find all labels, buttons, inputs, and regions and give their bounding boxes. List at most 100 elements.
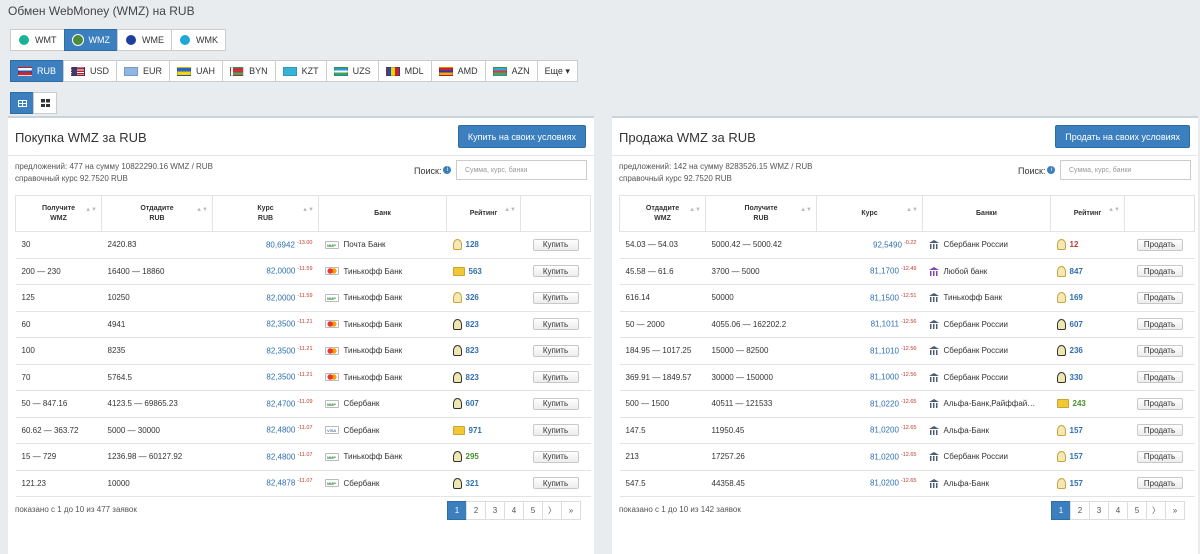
rating-cell[interactable]: 157 <box>1056 451 1119 463</box>
action-button[interactable]: Продать <box>1136 424 1183 437</box>
column-header[interactable]: Курс ▲▼ <box>816 195 923 232</box>
action-button[interactable]: Купить <box>532 397 579 410</box>
buy-own-terms-button[interactable]: Купить на своих условиях <box>457 125 586 148</box>
page-button-6[interactable]: 〉 <box>542 501 562 520</box>
column-header[interactable]: Получите RUB ▲▼ <box>705 195 817 232</box>
rating-cell[interactable]: 236 <box>1056 345 1119 357</box>
exchange-rate[interactable]: 81,0200 -12.65 <box>816 416 923 444</box>
exchange-rate[interactable]: 81,1000 -12.56 <box>816 363 923 391</box>
rating-cell[interactable]: 295 <box>452 451 515 463</box>
currency-button-byn[interactable]: BYN <box>222 60 276 82</box>
exchange-rate[interactable]: 82,4800 -11.07 <box>212 443 319 471</box>
action-button[interactable]: Купить <box>532 318 579 331</box>
action-button[interactable]: Продать <box>1136 450 1183 463</box>
exchange-rate[interactable]: 81,1500 -12.51 <box>816 284 923 312</box>
page-button-2[interactable]: 2 <box>1070 501 1090 520</box>
action-button[interactable]: Продать <box>1136 397 1183 410</box>
page-button-7[interactable]: » <box>1165 501 1185 520</box>
sell-own-terms-button[interactable]: Продать на своих условиях <box>1055 125 1190 148</box>
table-view-button[interactable] <box>10 92 34 114</box>
action-button[interactable]: Купить <box>532 477 579 490</box>
page-button-7[interactable]: » <box>561 501 581 520</box>
rating-cell[interactable]: 157 <box>1056 424 1119 436</box>
exchange-rate[interactable]: 81,1700 -12.49 <box>816 257 923 285</box>
column-header[interactable]: Банки <box>922 195 1051 232</box>
rating-cell[interactable]: 607 <box>452 398 515 410</box>
rating-cell[interactable]: 847 <box>1056 265 1119 277</box>
exchange-rate[interactable]: 81,0200 -12.65 <box>816 443 923 471</box>
action-button[interactable]: Продать <box>1136 238 1183 251</box>
action-button[interactable]: Купить <box>532 238 579 251</box>
currency-button-rub[interactable]: RUB <box>10 60 65 82</box>
exchange-rate[interactable]: 80,6942 -13.00 <box>212 231 319 259</box>
rating-cell[interactable]: 330 <box>1056 371 1119 383</box>
currency-button-eur[interactable]: EUR <box>116 60 171 82</box>
page-button-5[interactable]: 5 <box>523 501 543 520</box>
page-button-1[interactable]: 1 <box>447 501 467 520</box>
page-button-6[interactable]: 〉 <box>1146 501 1166 520</box>
currency-button-uzs[interactable]: UZS <box>325 60 379 82</box>
exchange-rate[interactable]: 82,3500 -11.21 <box>212 337 319 365</box>
exchange-rate[interactable]: 82,3500 -11.21 <box>212 310 319 338</box>
currency-button-azn[interactable]: AZN <box>484 60 538 82</box>
column-header[interactable]: Банк <box>318 195 447 232</box>
rating-cell[interactable]: 326 <box>452 292 515 304</box>
exchange-rate[interactable]: 82,4700 -11.09 <box>212 390 319 418</box>
buy-search-input[interactable]: Сумма, курс, банки <box>456 160 587 180</box>
rating-cell[interactable]: 607 <box>1056 318 1119 330</box>
exchange-rate[interactable]: 82,3500 -11.21 <box>212 363 319 391</box>
column-header[interactable]: Рейтинг ▲▼ <box>446 195 521 232</box>
action-button[interactable]: Купить <box>532 450 579 463</box>
currency-button-mdl[interactable]: MDL <box>377 60 432 82</box>
page-button-4[interactable]: 4 <box>1108 501 1128 520</box>
purse-button-wmk[interactable]: WMK <box>171 29 226 51</box>
rating-cell[interactable]: 971 <box>452 425 515 435</box>
exchange-rate[interactable]: 82,0000 -11.59 <box>212 284 319 312</box>
rating-cell[interactable]: 157 <box>1056 477 1119 489</box>
column-header[interactable]: Получите WMZ ▲▼ <box>15 195 102 232</box>
action-button[interactable]: Купить <box>532 344 579 357</box>
action-button[interactable]: Купить <box>532 265 579 278</box>
page-button-5[interactable]: 5 <box>1127 501 1147 520</box>
rating-cell[interactable]: 563 <box>452 266 515 276</box>
rating-cell[interactable]: 128 <box>452 239 515 251</box>
exchange-rate[interactable]: 92,5490 -0.22 <box>816 231 923 259</box>
purse-button-wmt[interactable]: WMT <box>10 29 65 51</box>
action-button[interactable]: Купить <box>532 291 579 304</box>
sell-search-input[interactable]: Сумма, курс, банки <box>1060 160 1191 180</box>
exchange-rate[interactable]: 81,0220 -12.65 <box>816 390 923 418</box>
rating-cell[interactable]: 823 <box>452 318 515 330</box>
action-button[interactable]: Продать <box>1136 344 1183 357</box>
purse-button-wmz[interactable]: WMZ <box>63 29 118 51</box>
currency-button-kzt[interactable]: KZT <box>274 60 327 82</box>
info-icon[interactable]: i <box>443 166 452 174</box>
grid-view-button[interactable] <box>33 92 57 114</box>
column-header[interactable]: Рейтинг ▲▼ <box>1050 195 1125 232</box>
action-button[interactable]: Продать <box>1136 291 1183 304</box>
action-button[interactable]: Купить <box>532 424 579 437</box>
exchange-rate[interactable]: 82,4800 -11.07 <box>212 416 319 444</box>
page-button-2[interactable]: 2 <box>466 501 486 520</box>
more-currencies-dropdown[interactable]: Еще ▾ <box>536 60 578 82</box>
exchange-rate[interactable]: 82,0000 -11.59 <box>212 257 319 285</box>
rating-cell[interactable]: 243 <box>1056 399 1119 409</box>
page-button-3[interactable]: 3 <box>485 501 505 520</box>
page-button-3[interactable]: 3 <box>1089 501 1109 520</box>
rating-cell[interactable]: 823 <box>452 345 515 357</box>
column-header[interactable]: Отдадите WMZ ▲▼ <box>619 195 706 232</box>
purse-button-wme[interactable]: WME <box>117 29 172 51</box>
action-button[interactable]: Продать <box>1136 477 1183 490</box>
rating-cell[interactable]: 321 <box>452 477 515 489</box>
column-header[interactable]: Курс RUB ▲▼ <box>212 195 319 232</box>
currency-button-usd[interactable]: USD <box>63 60 118 82</box>
rating-cell[interactable]: 12 <box>1056 239 1119 251</box>
currency-button-uah[interactable]: UAH <box>169 60 224 82</box>
info-icon[interactable]: i <box>1047 166 1056 174</box>
page-button-4[interactable]: 4 <box>504 501 524 520</box>
rating-cell[interactable]: 169 <box>1056 292 1119 304</box>
page-button-1[interactable]: 1 <box>1051 501 1071 520</box>
exchange-rate[interactable]: 81,1010 -12.56 <box>816 337 923 365</box>
rating-cell[interactable]: 823 <box>452 371 515 383</box>
action-button[interactable]: Продать <box>1136 371 1183 384</box>
exchange-rate[interactable]: 82,4878 -11.07 <box>212 469 319 497</box>
